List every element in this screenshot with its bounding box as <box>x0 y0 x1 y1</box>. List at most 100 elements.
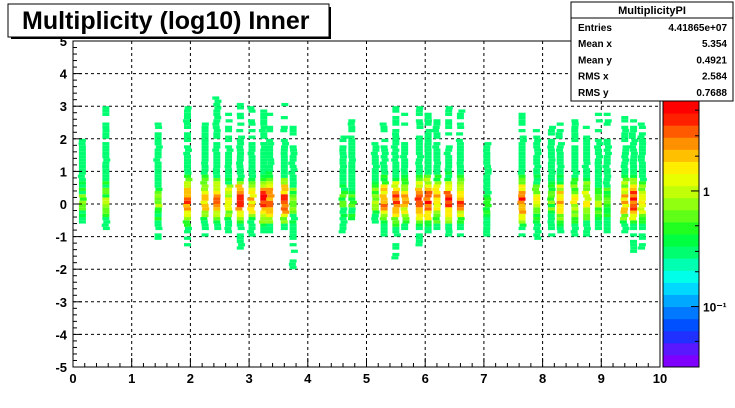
histogram-cell <box>603 207 611 211</box>
histogram-cell <box>621 230 629 234</box>
histogram-cell <box>339 184 347 188</box>
palette-swatch <box>663 246 699 259</box>
histogram-cell <box>392 164 400 169</box>
histogram-cell <box>603 168 611 172</box>
histogram-cell <box>380 197 388 201</box>
histogram-cell <box>103 158 111 162</box>
histogram-cell <box>371 171 379 175</box>
histogram-cell <box>571 187 579 191</box>
palette-swatch <box>663 221 699 235</box>
histogram-cell <box>78 194 86 198</box>
histogram-cell <box>518 151 526 156</box>
histogram-cell <box>594 197 602 201</box>
histogram-cell <box>289 129 297 133</box>
histogram-cell <box>401 161 409 165</box>
histogram-cell <box>78 204 86 208</box>
histogram-cell <box>183 213 191 218</box>
histogram-cell <box>380 177 388 182</box>
histogram-cell <box>201 187 209 191</box>
histogram-cell <box>372 145 380 149</box>
histogram-cell <box>434 181 442 185</box>
histogram-cell <box>547 151 555 156</box>
histogram-cell <box>78 164 86 169</box>
histogram-cell <box>518 194 526 198</box>
histogram-cell <box>348 119 356 123</box>
histogram-cell <box>517 200 525 204</box>
histogram-cell <box>456 190 464 195</box>
histogram-cell <box>415 184 423 188</box>
histogram-cell <box>201 155 209 159</box>
histogram-cell <box>424 151 432 156</box>
histogram-cell <box>423 177 431 182</box>
histogram-cell <box>289 145 297 149</box>
histogram-cell <box>548 171 556 175</box>
histogram-cell <box>213 194 221 198</box>
histogram-cell <box>555 135 563 139</box>
histogram-cell <box>371 220 379 224</box>
histogram-cell <box>603 184 611 188</box>
histogram-cell <box>424 142 432 146</box>
histogram-cell <box>339 177 347 182</box>
histogram-cell <box>571 197 579 201</box>
histogram-cell <box>556 213 564 218</box>
histogram-cell <box>266 204 274 208</box>
histogram-cell <box>289 194 297 198</box>
histogram-cell <box>260 132 268 136</box>
histogram-cell <box>266 223 274 227</box>
histogram-cell <box>247 151 255 156</box>
histogram-cell <box>415 177 423 182</box>
histogram-cell <box>289 190 297 195</box>
histogram-cell <box>247 230 255 234</box>
histogram-cell <box>201 213 209 218</box>
histogram-cell <box>260 112 268 116</box>
histogram-cell <box>445 187 453 191</box>
histogram-cell <box>603 187 611 191</box>
histogram-cell <box>547 132 555 136</box>
histogram-cell <box>445 194 453 198</box>
histogram-cell <box>380 223 388 227</box>
histogram-cell <box>213 190 221 195</box>
histogram-cell <box>519 138 527 143</box>
histogram-cell <box>445 207 453 211</box>
histogram-cell <box>533 210 541 214</box>
histogram-cell <box>183 112 191 116</box>
histogram-cell <box>392 106 400 110</box>
histogram-cell <box>261 145 269 149</box>
histogram-cell <box>433 207 441 211</box>
histogram-cell <box>280 138 288 143</box>
histogram-cell <box>155 145 163 149</box>
histogram-cell <box>533 204 541 208</box>
histogram-cell <box>154 194 162 198</box>
histogram-cell <box>102 210 110 214</box>
histogram-cell <box>638 132 646 136</box>
histogram-cell <box>571 164 579 169</box>
histogram-cell <box>533 177 541 182</box>
histogram-cell <box>583 210 591 214</box>
histogram-cell <box>433 197 441 201</box>
histogram-cell <box>102 161 110 165</box>
histogram-cell <box>423 174 431 178</box>
palette-swatch <box>663 234 699 247</box>
stats-row-label: RMS y <box>578 88 609 99</box>
histogram-cell <box>630 181 638 185</box>
histogram-cell <box>594 148 602 152</box>
histogram-cell <box>444 168 452 172</box>
histogram-cell <box>604 174 612 178</box>
histogram-cell <box>556 207 564 211</box>
histogram-cell <box>583 145 591 149</box>
histogram-cell <box>289 265 297 270</box>
histogram-cell <box>595 119 603 123</box>
histogram-cell <box>280 197 288 201</box>
histogram-cell <box>603 155 611 159</box>
histogram-cell <box>258 129 266 133</box>
histogram-cell <box>380 187 388 191</box>
histogram-cell <box>154 174 162 178</box>
histogram-cell <box>433 122 441 126</box>
histogram-cell <box>348 142 356 146</box>
histogram-cell <box>423 197 431 201</box>
histogram-cell <box>518 217 526 221</box>
histogram-cell <box>639 177 647 182</box>
histogram-cell <box>392 138 400 143</box>
histogram-cell <box>630 213 638 218</box>
histogram-cell <box>400 168 408 172</box>
